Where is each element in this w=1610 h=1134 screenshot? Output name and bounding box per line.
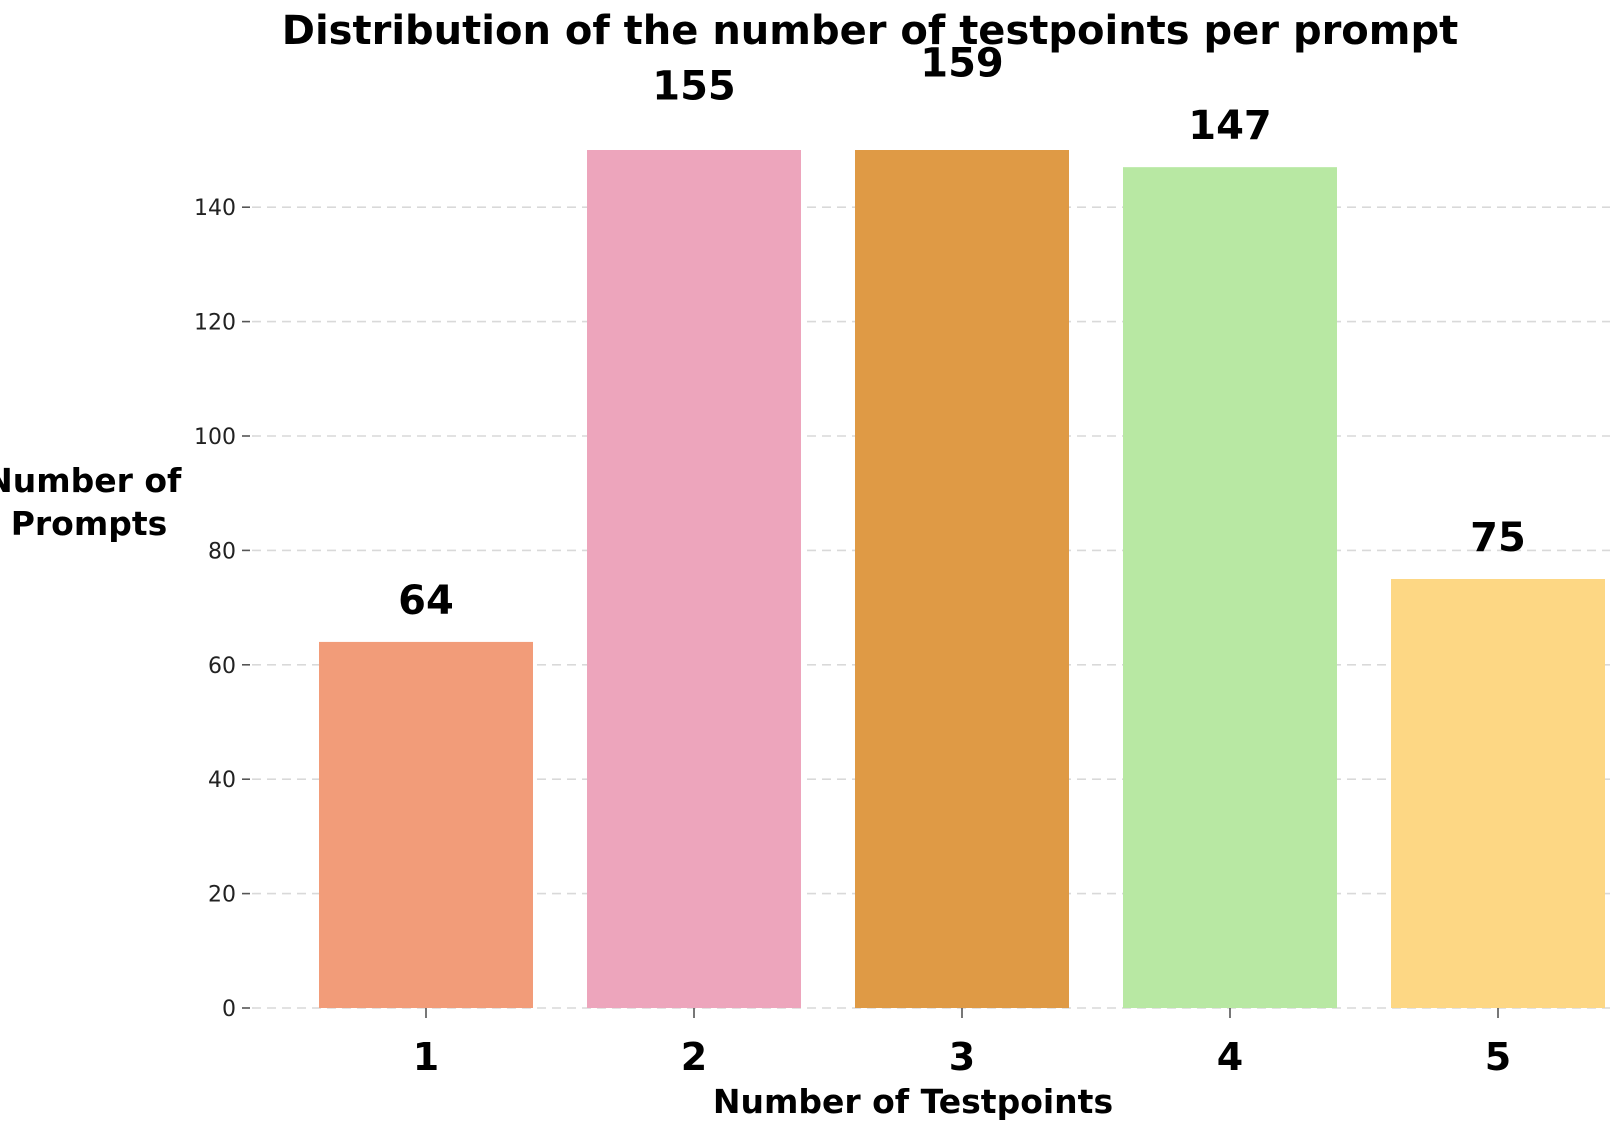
bar-value-labels: 64 155 159 147 75 [398,41,1526,624]
x-tick-label: 5 [1485,1035,1511,1079]
bar-value-label: 147 [1188,103,1272,149]
x-tick-label: 2 [681,1035,707,1079]
x-axis-ticks: 1 2 3 4 5 [413,1008,1511,1079]
x-tick-label: 1 [413,1035,439,1079]
y-tick-label: 100 [194,425,236,450]
y-axis-label-line-1: Number of [0,461,182,500]
y-axis-label: Number of Prompts [0,461,193,543]
bar [587,150,801,1008]
y-tick-label: 60 [208,654,236,679]
y-axis-label-line-2: Prompts [11,504,168,543]
bar [1123,167,1337,1008]
bar [319,641,533,1008]
y-tick-label: 40 [208,768,236,793]
bar-value-label: 64 [398,578,454,624]
chart-title: Distribution of the number of testpoints… [282,8,1458,54]
bar [1391,579,1605,1008]
y-tick-label: 20 [208,883,236,908]
y-tick-label: 0 [222,997,236,1022]
x-tick-label: 3 [949,1035,975,1079]
bar-value-label: 75 [1470,515,1526,561]
bar-value-label: 159 [920,41,1004,87]
y-tick-label: 80 [208,539,236,564]
x-axis-label: Number of Testpoints [713,1082,1113,1121]
y-axis-ticks: 0 20 40 60 80 100 120 140 [194,196,250,1022]
y-tick-label: 140 [194,196,236,221]
bars [319,150,1605,1008]
bar [855,150,1069,1008]
bar-value-label: 155 [652,63,736,109]
y-tick-label: 120 [194,311,236,336]
x-tick-label: 4 [1217,1035,1243,1079]
